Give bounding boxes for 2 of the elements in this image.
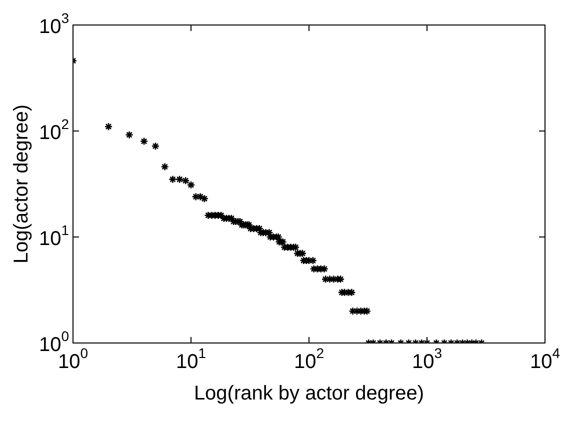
x-axis-title: Log(rank by actor degree) bbox=[194, 382, 424, 405]
y-axis-title: Log(actor degree) bbox=[10, 104, 33, 264]
